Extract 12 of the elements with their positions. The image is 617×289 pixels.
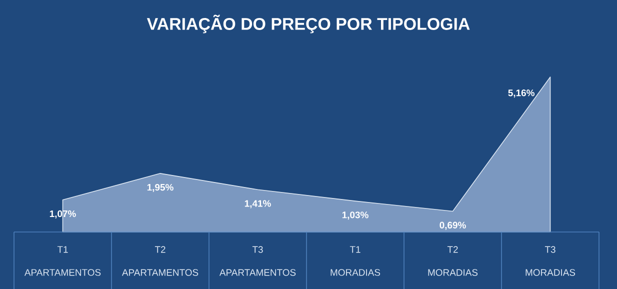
data-label: 1,03% [342,212,368,220]
data-label: 1,95% [147,184,174,192]
data-label: 0,69% [440,222,466,230]
category-label: T3 APARTAMENTOS [219,246,296,276]
data-label: 5,16% [508,90,534,98]
category-label: T2 APARTAMENTOS [122,246,198,276]
chart-title: VARIAÇÃO DO PREÇO POR TIPOLOGIA [146,14,470,34]
category-label: T3 MORADIAS [526,246,576,276]
category-label: T1 MORADIAS [330,246,380,276]
category-label: T2 MORADIAS [428,246,478,276]
data-label: 1,41% [244,200,271,208]
category-label: T1 APARTAMENTOS [24,246,101,276]
